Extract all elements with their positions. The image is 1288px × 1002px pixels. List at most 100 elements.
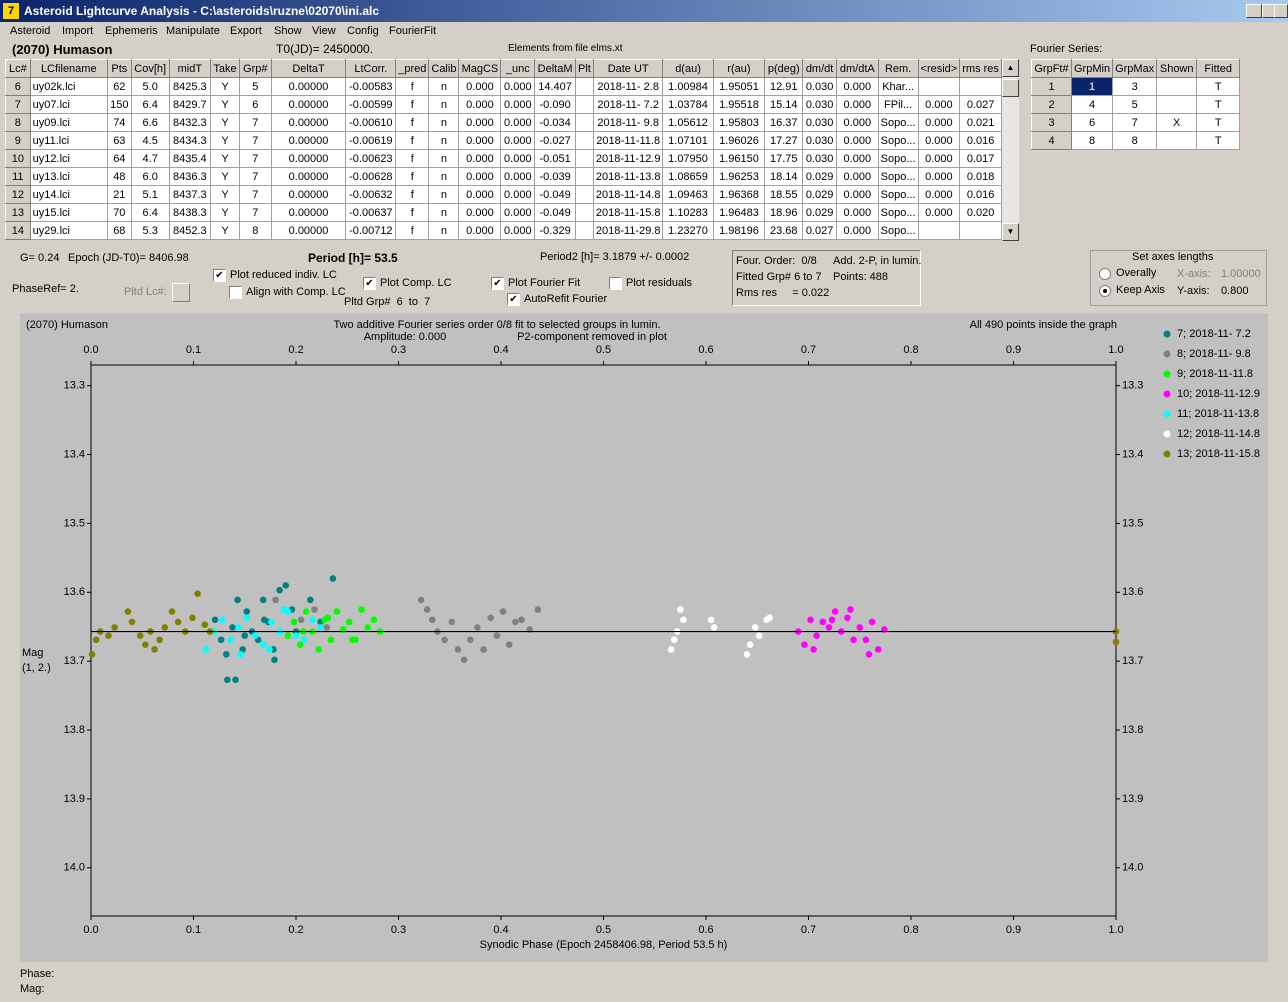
column-header[interactable]: dm/dt [802,59,837,78]
data-point [259,641,267,648]
lc-spinner[interactable] [172,283,190,302]
cell: Sopo... [877,149,919,168]
column-header[interactable]: DeltaT [270,59,347,78]
data-point [874,646,882,653]
row: 6 uy02k.lci 62 5.0 8425.3 Y 5 0.00000 -0.00583 f n… [5,77,1002,96]
column-header[interactable]: Pts [106,59,132,78]
data-point [189,614,196,622]
data-point [819,618,827,626]
column-header[interactable]: dm/dtA [835,59,879,78]
cell: 0.000 [500,203,536,222]
column-header[interactable]: midT [168,59,212,78]
cell: uy02k.lci [29,77,108,96]
cell: uy09.lci [29,113,108,132]
checkbox-label[interactable]: Align with Comp. LC [246,286,346,298]
cell: 0.027 [802,221,837,240]
column-header[interactable]: Plt [575,59,594,78]
cell: 1.98196 [712,221,766,240]
cell: 5.1 [130,185,170,204]
menu-item[interactable]: Ephemeris [105,25,158,37]
column-header[interactable]: Take [210,59,240,78]
data-point [865,650,873,658]
column-header[interactable]: _unc [500,59,536,78]
column-header[interactable]: Calib [428,59,460,78]
scroll-down[interactable]: ▼ [1002,223,1019,241]
column-header[interactable]: p(deg) [764,59,804,78]
cell: 5 [238,77,272,96]
checkbox-label[interactable]: Plot Fourier Fit [508,277,581,289]
checkbox[interactable] [609,277,622,290]
data-point [232,676,239,684]
scrollbar[interactable]: ▲ ▼ [1002,59,1019,241]
cell: Sopo... [877,113,919,132]
column-header[interactable]: GrpMax [1112,59,1158,78]
column-header[interactable]: Lc# [5,59,31,78]
cell: 5.3 [130,221,170,240]
period2: Period2 [h]= 3.1879 +/- 0.0002 [540,251,690,263]
radio[interactable] [1099,268,1111,280]
data-point [333,608,341,615]
checkbox-label[interactable]: Plot residuals [626,277,693,289]
checkbox[interactable]: ✔ [363,277,376,290]
cell: 1.96253 [712,167,766,186]
cell [1156,95,1198,114]
menu-item[interactable]: Asteroid [10,25,51,37]
cell: 8437.3 [168,185,212,204]
column-header[interactable]: GrpMin [1070,59,1114,78]
menu-item[interactable]: Import [62,25,94,37]
scroll-thumb[interactable] [1002,79,1019,97]
checkbox[interactable] [229,286,242,299]
data-point [512,618,519,626]
checkbox-label[interactable]: Plot reduced indiv. LC [230,269,337,281]
data-point [534,606,542,613]
column-header[interactable]: <resid> [917,59,961,78]
column-header[interactable]: _pred [395,59,430,78]
column-header[interactable]: LtCorr. [345,59,397,78]
checkbox[interactable]: ✔ [507,293,520,306]
menu-item[interactable]: Export [230,25,262,37]
data-point [831,608,839,615]
column-header[interactable]: GrpFt# [1031,59,1072,78]
data-point [302,608,310,615]
cell: 48 [106,167,132,186]
radio[interactable] [1099,285,1111,297]
radio-label[interactable]: Keep Axis [1116,284,1165,296]
column-header[interactable]: Shown [1156,59,1198,78]
scroll-up[interactable]: ▲ [1002,59,1019,77]
checkbox-label[interactable]: Plot Comp. LC [380,277,452,289]
menu-item[interactable]: FourierFit [389,25,437,37]
cell: 18.55 [764,185,804,204]
column-header[interactable]: Date UT [592,59,664,78]
checkbox[interactable]: ✔ [213,269,226,282]
cell: 0.020 [959,203,1002,222]
column-header[interactable]: Cov[h] [130,59,170,78]
cell: 2 [1031,95,1072,114]
column-header[interactable]: rms res [959,59,1002,78]
column-header[interactable]: DeltaM [534,59,577,78]
column-header[interactable]: d(au) [662,59,714,78]
data-point [766,614,773,622]
legend-marker [1163,370,1171,378]
checkbox-label[interactable]: AutoRefit Fourier [524,293,608,305]
cell: 0.000 [917,113,961,132]
fourier-add: Add. 2-P, in lumin. [833,255,922,267]
menu-item[interactable]: Show [274,25,302,37]
column-header[interactable]: Fitted [1196,59,1241,78]
cell: 1.96368 [712,185,766,204]
checkbox[interactable]: ✔ [491,277,504,290]
menu-item[interactable]: Manipulate [166,25,220,37]
cell: 1.96483 [712,203,766,222]
column-header[interactable]: Rem. [877,59,919,78]
close-button[interactable] [1274,4,1288,18]
column-header[interactable]: r(au) [712,59,766,78]
data-point [323,624,331,631]
menu-item[interactable]: View [312,25,336,37]
column-header[interactable]: LCfilename [29,59,108,78]
column-header[interactable]: Grp# [238,59,272,78]
minimize-button[interactable] [1246,4,1262,18]
data-point [746,641,754,648]
column-header[interactable]: MagCS [458,59,502,78]
y-axis-title: Mag [22,647,43,659]
menu-item[interactable]: Config [347,25,379,37]
radio-label[interactable]: Overally [1116,267,1157,279]
